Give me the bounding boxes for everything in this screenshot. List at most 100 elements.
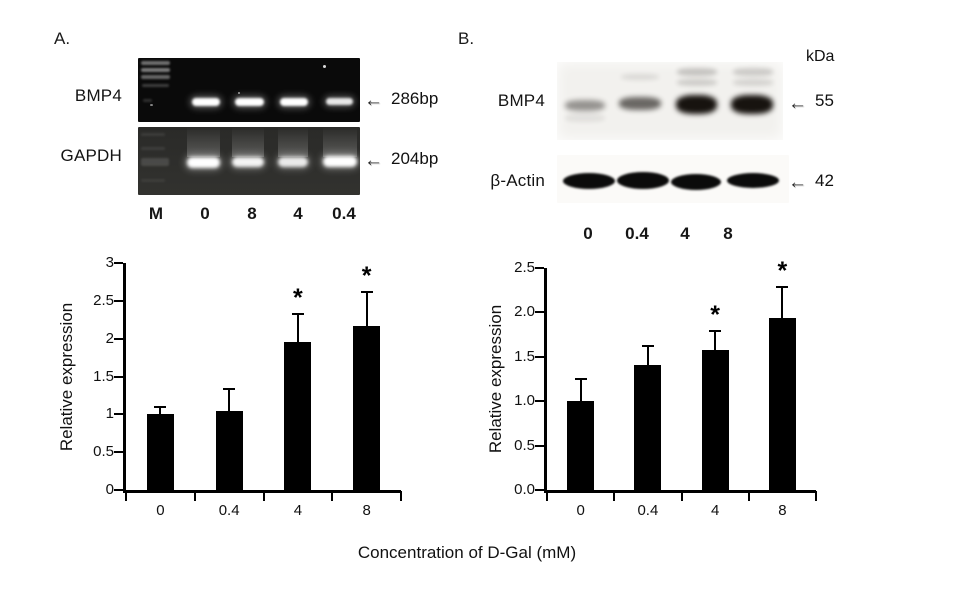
ladder-band (141, 61, 170, 65)
gel-row-label-gapdh: GAPDH (60, 146, 122, 165)
bar (768, 317, 796, 490)
ladder-band (141, 133, 165, 136)
y-tick-label: 3 (105, 254, 114, 271)
error-bar-line (781, 286, 784, 318)
panel-a-label: A. (54, 29, 71, 48)
left-arrow-icon: ← (364, 90, 383, 111)
bar (567, 401, 595, 490)
lane-label: 0.4 (625, 224, 649, 243)
lane-label: 8 (247, 204, 257, 223)
gel-band (671, 174, 721, 190)
x-axis-tick (193, 491, 196, 501)
x-axis-tick (747, 491, 750, 501)
lane-label: 8 (723, 224, 733, 243)
y-axis-tick (114, 299, 123, 302)
gel-image-gapdh-pcr (138, 127, 360, 195)
error-bar-cap (776, 285, 789, 288)
band-smear (323, 127, 357, 157)
band-size-286bp: 286bp (391, 89, 439, 108)
error-bar-line (159, 406, 162, 415)
error-bar-line (228, 389, 231, 411)
x-axis-title: Concentration of D-Gal (mM) (357, 543, 577, 562)
gel-band (565, 100, 605, 111)
x-category-label: 0.4 (218, 502, 240, 519)
ladder-band (142, 84, 169, 87)
gel-band (232, 157, 264, 167)
gel-band (278, 157, 308, 167)
x-axis-tick (262, 491, 265, 501)
faint-band (733, 79, 773, 86)
gel-band (323, 156, 357, 167)
gel-band (676, 95, 717, 114)
error-bar-line (714, 331, 717, 350)
y-tick-label: 0.5 (514, 436, 535, 454)
y-tick-label: 0.5 (93, 443, 114, 461)
gel-band (727, 173, 779, 188)
y-axis-tick (535, 311, 544, 314)
band-size-204bp: 204bp (391, 149, 439, 168)
gel-band (619, 97, 661, 110)
error-bar-line (365, 291, 368, 326)
gel-image-bmp4-pcr (138, 58, 360, 122)
error-bar-line (579, 379, 582, 402)
y-tick-label: 2.5 (514, 259, 535, 276)
y-axis-tick (535, 355, 544, 358)
blot-image-bactin-wb (557, 155, 789, 203)
faint-band (733, 68, 773, 76)
gel-band (235, 98, 264, 106)
y-axis-label: Relative expression (56, 263, 78, 490)
gel-speck (238, 92, 240, 94)
y-axis-label: Relative expression (485, 268, 507, 490)
ladder-band (143, 99, 152, 102)
y-tick-label: 1.5 (93, 367, 114, 385)
error-bar-cap (360, 290, 373, 293)
bar-chart-panel-b: 0.0 0.5 1.0 1.5 2.0 2.5 0 0.4 * 4 * 8 Relative expre… (486, 258, 817, 519)
x-category-label: 0 (156, 502, 165, 519)
gel-row-label-bmp4: BMP4 (74, 86, 122, 105)
y-axis-label-text: Relative expression (57, 302, 77, 451)
gel-band (563, 173, 615, 189)
y-tick-label: 1 (105, 405, 114, 423)
error-bar-cap (291, 312, 304, 315)
gel-speck (323, 65, 326, 68)
y-tick-label: 2.0 (514, 303, 535, 321)
error-bar-cap (154, 405, 167, 408)
x-axis-tick (680, 491, 683, 501)
lane-label: 4 (293, 204, 303, 223)
lane-label: 0 (583, 224, 593, 243)
ladder-band (141, 68, 170, 72)
y-tick-label: 0.0 (514, 481, 535, 498)
bar-chart-panel-a: 0 0.5 1 1.5 2 2.5 3 0 0.4 * 4 * 8 Relative expression (57, 254, 402, 519)
ladder-band (141, 75, 170, 79)
faint-band (621, 74, 659, 80)
lane-label: 0 (200, 204, 210, 223)
error-bar-cap (709, 330, 722, 333)
x-axis-tick (613, 491, 616, 501)
x-category-label: 0.4 (637, 502, 659, 519)
x-axis-tick (331, 491, 334, 501)
bar (634, 364, 662, 490)
y-tick-label: 2.5 (93, 291, 114, 309)
lane-label: 4 (680, 224, 690, 243)
y-tick-label: 0 (105, 481, 114, 498)
gel-band (326, 98, 353, 105)
gel-band (192, 98, 220, 106)
y-axis-tick (535, 400, 544, 403)
left-arrow-icon: ← (364, 150, 383, 171)
ladder-band (141, 147, 165, 150)
error-bar-cap (574, 378, 587, 380)
significance-asterisk: * (293, 283, 303, 312)
y-axis-tick (114, 375, 123, 378)
y-axis-tick (114, 337, 123, 340)
x-category-label: 4 (710, 502, 720, 519)
y-axis-tick (535, 444, 544, 447)
gel-band (280, 98, 308, 106)
y-axis-tick (535, 489, 544, 491)
y-tick-label: 1.0 (514, 392, 535, 410)
error-bar-cap (223, 388, 236, 391)
gel-band (731, 95, 773, 114)
y-tick-label: 2 (105, 329, 114, 347)
y-axis-tick (114, 489, 123, 491)
lane-label: 0.4 (332, 204, 356, 223)
